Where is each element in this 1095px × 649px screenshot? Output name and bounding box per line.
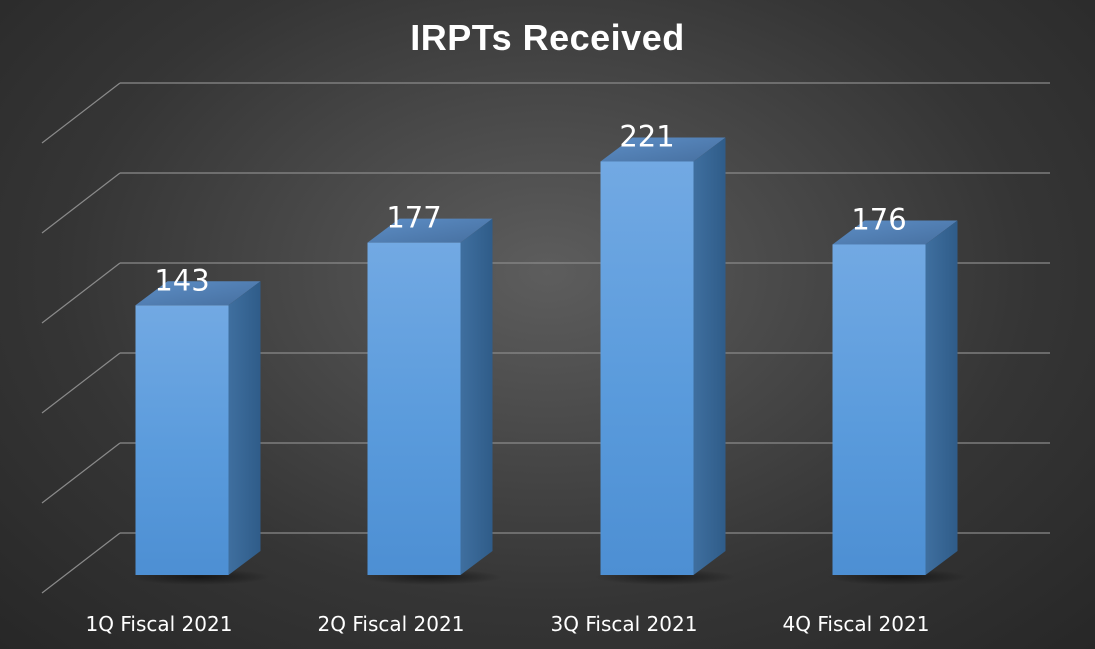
grid-line-diagonal (41, 352, 121, 414)
category-labels: 1Q Fiscal 2021 2Q Fiscal 2021 3Q Fiscal 20… (86, 612, 930, 636)
value-labels: 143 177 221 176 (154, 119, 906, 297)
grid-line-diagonal (41, 442, 121, 504)
bar-top-face (832, 220, 958, 245)
bar-top-face (367, 218, 493, 243)
category-label: 4Q Fiscal 2021 (783, 612, 930, 636)
grid-line-diagonal (41, 172, 121, 234)
category-label: 1Q Fiscal 2021 (86, 612, 233, 636)
chart-title: IRPTs Received (410, 17, 685, 58)
grid-line-diagonal (41, 532, 121, 594)
value-label: 221 (619, 119, 674, 153)
value-label: 177 (386, 201, 441, 235)
bar-side-face (228, 281, 261, 575)
bar-side-face (460, 218, 493, 575)
bar-4 (832, 244, 926, 575)
bar-top-face (135, 281, 261, 306)
grid-lines (41, 82, 1050, 594)
bars (135, 137, 958, 575)
value-label: 143 (154, 263, 209, 297)
bar-2 (367, 242, 461, 575)
bar-1 (135, 305, 229, 575)
grid-line-diagonal (41, 82, 121, 144)
value-label: 176 (851, 202, 906, 236)
grid-line-diagonal (41, 262, 121, 324)
bar-3 (600, 161, 694, 575)
bar-side-face (693, 137, 726, 575)
bar-side-face (925, 220, 958, 575)
bar-top-face (600, 137, 726, 162)
category-label: 2Q Fiscal 2021 (318, 612, 465, 636)
category-label: 3Q Fiscal 2021 (551, 612, 698, 636)
